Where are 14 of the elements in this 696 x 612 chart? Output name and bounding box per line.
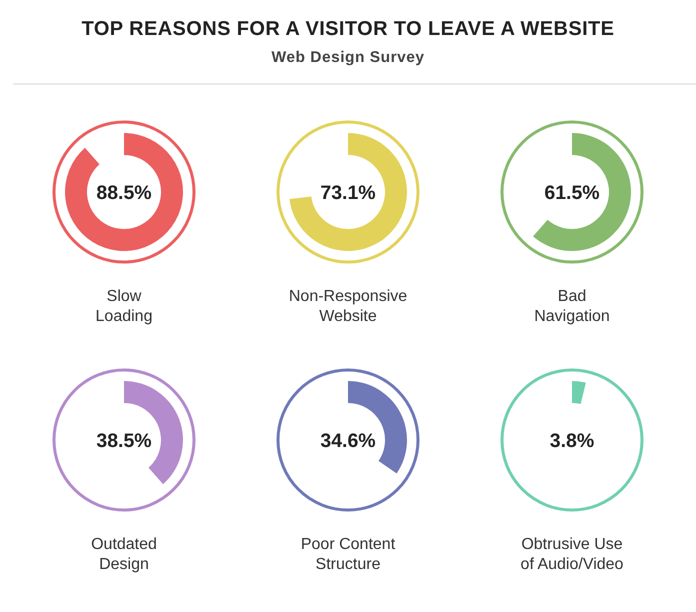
text: 73.1% (320, 182, 376, 204)
text: 34.6% (320, 430, 376, 452)
text: 61.5% (544, 182, 600, 204)
text: Bad Navigation (534, 288, 610, 325)
text: Poor Content Structure (300, 536, 396, 573)
text: 38.5% (96, 430, 152, 452)
text: Outdated Design (91, 536, 157, 573)
text: 3.8% (550, 430, 594, 452)
text: Obtrusive Use of Audio/Video (520, 536, 624, 573)
text: Slow Loading (96, 288, 152, 325)
text: TOP REASONS FOR A VISITOR TO LEAVE A WEBSITE (82, 18, 614, 40)
text: Non-Responsive Website (288, 288, 408, 325)
text: 88.5% (96, 182, 152, 204)
text: Web Design Survey (272, 49, 424, 66)
